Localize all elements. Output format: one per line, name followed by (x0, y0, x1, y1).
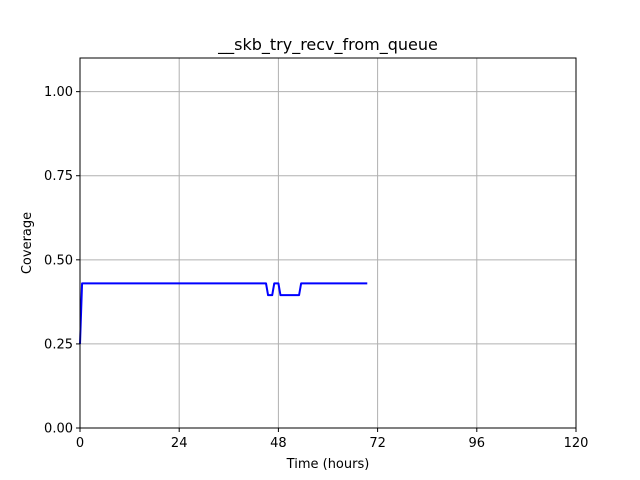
chart-title: __skb_try_recv_from_queue (217, 35, 438, 55)
y-axis-label: Coverage (20, 212, 35, 274)
x-tick-label: 96 (469, 436, 486, 451)
y-tick-label: 0.75 (44, 169, 73, 184)
x-axis-ticks: 0 24 48 72 96 120 (76, 428, 589, 451)
x-tick-label: 0 (76, 436, 84, 451)
y-tick-label: 1.00 (44, 85, 73, 100)
y-tick-label: 0.00 (44, 422, 73, 437)
grid (79, 58, 577, 429)
x-tick-label: 120 (564, 436, 589, 451)
x-axis-label: Time (hours) (286, 457, 370, 472)
y-tick-label: 0.25 (44, 337, 73, 352)
x-tick-label: 72 (369, 436, 386, 451)
series-layer (79, 282, 368, 344)
series-line (79, 282, 368, 344)
plot-frame (79, 57, 577, 429)
y-tick-label: 0.50 (44, 253, 73, 268)
y-axis-ticks: 0.00 0.25 0.50 0.75 1.00 (44, 85, 80, 437)
x-tick-label: 24 (171, 436, 188, 451)
x-tick-label: 48 (270, 436, 287, 451)
